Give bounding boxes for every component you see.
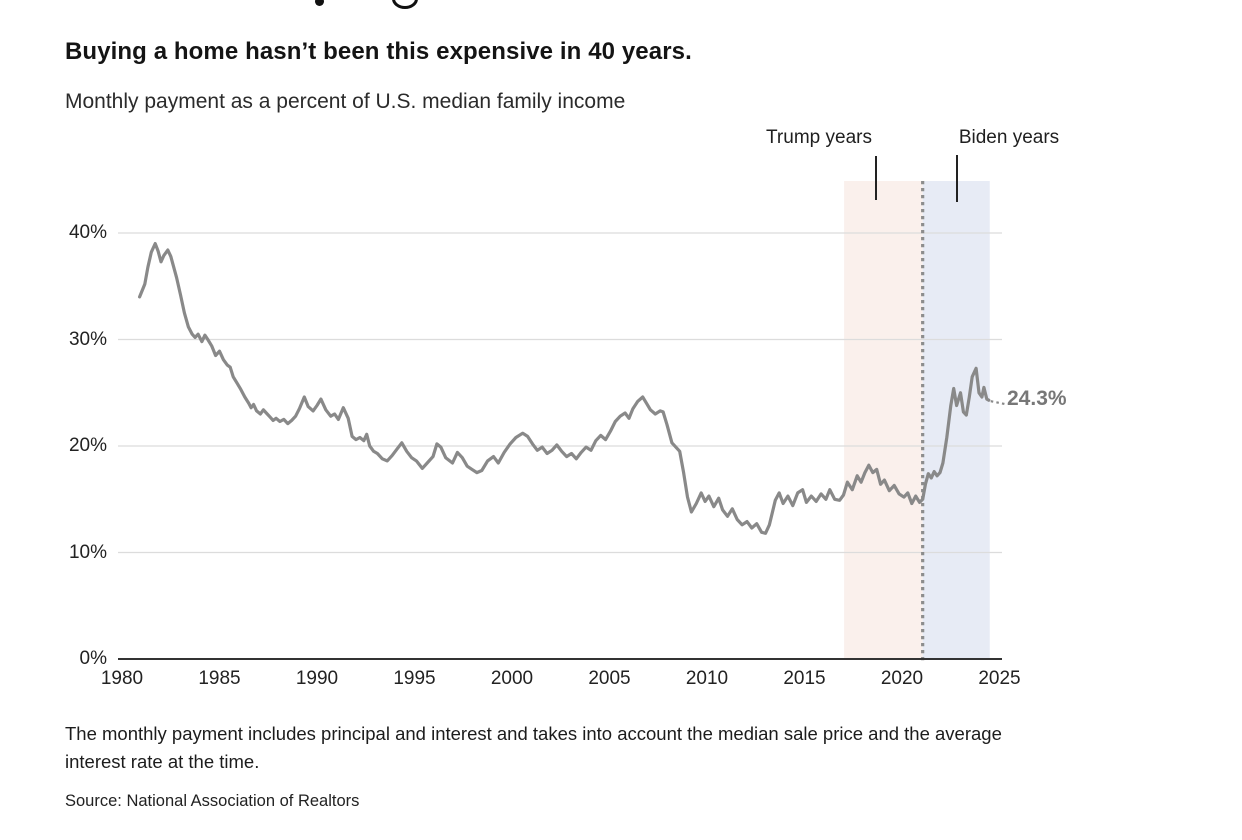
cropped-text-remnant-dot [315,0,324,6]
x-tick-2025: 2025 [978,668,1021,689]
region-label-trump-years: Trump years [766,127,872,148]
region-biden-years [922,181,990,659]
y-tick-30%: 30% [68,328,107,350]
source-line: Source: National Association of Realtors [65,792,360,810]
x-tick-2005: 2005 [588,668,631,689]
chart-title: Buying a home hasn’t been this expensive… [65,38,692,65]
biden-leader-line [956,155,958,202]
trump-leader-line [875,156,877,200]
x-tick-2000: 2000 [490,668,534,689]
region-label-biden-years: Biden years [958,127,1060,148]
x-tick-1995: 1995 [393,668,436,689]
end-value-label: 24.3% [1007,387,1067,411]
y-tick-20%: 20% [68,435,107,456]
footnote: The monthly payment includes principal a… [65,723,1002,772]
x-tick-2020: 2020 [880,668,924,689]
x-tick-1980: 1980 [100,668,144,689]
series-line [138,242,991,535]
chart-subtitle: Monthly payment as a percent of U.S. med… [65,90,626,113]
region-trump-years [844,181,923,659]
x-tick-1990: 1990 [295,668,339,689]
x-tick-1985: 1985 [198,668,241,689]
x-tick-2015: 2015 [783,668,826,689]
end-label-connector [990,400,1006,406]
y-tick-40%: 40% [68,222,107,243]
y-tick-0%: 0% [79,648,107,669]
y-tick-10%: 10% [68,541,107,563]
x-tick-2010: 2010 [685,668,729,689]
